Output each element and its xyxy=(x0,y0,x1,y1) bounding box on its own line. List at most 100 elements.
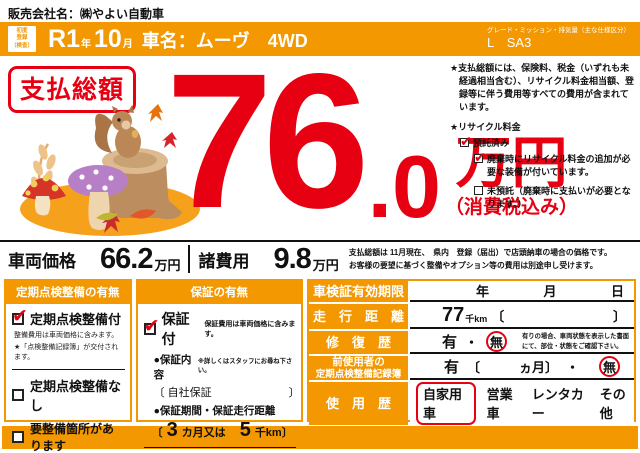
maintenance-without-label: 定期点検整備なし xyxy=(30,378,122,413)
reg-year: R1 xyxy=(48,24,80,53)
price-breakdown-row: 車両価格 66.2 万円 諸費用 9.8 万円 支払総額は 11月現在、 県内 … xyxy=(0,240,640,276)
warranty-months-unit: カ月又は xyxy=(181,427,226,439)
reg-month: 10 xyxy=(93,24,122,53)
maintenance-record-row: 前使用者の 定期点検整備記録簿 有 〔 ヵ月〕 ・ 無 xyxy=(308,356,634,380)
maintenance-with-label: 定期点検整備付 xyxy=(30,312,122,327)
amount-integer: 76 xyxy=(166,33,370,248)
deposited-checkbox-checked-icon xyxy=(460,131,472,152)
tax-included-note: （消費税込み） xyxy=(444,197,578,219)
deposited-label: 預託済み xyxy=(473,138,510,149)
maintenance-needs-label: 要整備箇所があります xyxy=(30,421,115,453)
price-conditions-note: 支払総額は 11月現在、 県内 登録（届出）で店頭納車の場合の価格です。 お客様… xyxy=(349,246,612,273)
total-payment-note: ★支払総額には、保険料、税金（いずれも未経過相当含む）、リサイクル料金相当額、登… xyxy=(450,63,635,113)
grade-value: L SA3 xyxy=(487,34,532,50)
fees-unit: 万円 xyxy=(312,257,339,273)
car-name: 車名：ムーヴ 4WD xyxy=(141,30,308,51)
repair-no-circled: 無 xyxy=(486,331,507,352)
spec-tables: 定期点検整備の有無 定期点検整備付 整備費用は車両価格に含みます。 ★「点検整備… xyxy=(0,276,640,453)
registration-date: R1 年 10 月 車名：ムーヴ 4WD xyxy=(48,25,308,54)
month-label: 月 xyxy=(543,284,557,299)
badge-line: 登録 xyxy=(16,35,28,42)
maintenance-table-title: 定期点検整備の有無 xyxy=(6,281,130,304)
record-yes-label: 有 xyxy=(443,359,459,377)
warranty-with-label: 保証付 xyxy=(161,311,190,347)
inspection-expiry-label: 車検証有効期限 xyxy=(308,281,408,302)
bracket-open: 〔 xyxy=(151,427,163,439)
inspection-expiry-row: 車検証有効期限 年 月 日 xyxy=(308,281,634,302)
warranty-km-unit: 千km〕 xyxy=(254,427,293,439)
price-note-line2: お客様の要望に基づく整備やオプション等の費用は別途申し受けます。 xyxy=(348,261,598,270)
usage-private-selected: 自家用車 xyxy=(415,381,476,425)
side-notes: ★支払総額には、保険料、税金（いずれも未経過相当含む）、リサイクル料金相当額、登… xyxy=(450,62,636,211)
maintenance-with-checkbox-checked-icon xyxy=(12,305,28,328)
fees-label: 諸費用 xyxy=(198,251,250,271)
autumn-squirrel-illustration xyxy=(20,104,200,236)
grade-block: グレード・ミッション・排気量（主な仕様区分） L SA3 xyxy=(487,27,630,51)
year-label: 年 xyxy=(475,284,489,299)
usage-history-row: 使 用 歴 自家用車 営業車 レンタカー その他 xyxy=(308,381,634,425)
repair-history-label: 修 復 歴 xyxy=(308,331,408,354)
total-amount: 76 .0 万円 （消費税込み） xyxy=(166,33,578,248)
total-payment-badge: 支払総額 xyxy=(8,66,137,113)
amount-decimal: .0 xyxy=(367,137,441,237)
day-label: 日 xyxy=(610,284,624,299)
record-no-circled: 無 xyxy=(599,356,621,378)
vertical-divider xyxy=(188,245,191,273)
divider xyxy=(12,368,125,370)
vehicle-price-unit: 万円 xyxy=(154,257,181,273)
mileage-unit: 千km xyxy=(465,314,488,324)
warranty-period-label: ●保証期間・保証走行距離 xyxy=(153,405,276,417)
reg-year-unit: 年 xyxy=(80,38,91,50)
divider xyxy=(143,447,296,448)
dealer-name: 販売会社名：㈱やよい自動車 xyxy=(8,7,165,21)
warranty-km-value: 5 xyxy=(239,419,251,441)
warranty-content-note: ※詳しくはスタッフにお尋ね下さい。 xyxy=(197,358,293,374)
recycle-add-label: 廃棄時にリサイクル料金の追加が必要な装備が付いています。 xyxy=(487,154,631,178)
maintenance-with-note1: 整備費用は車両価格に含みます。 xyxy=(14,332,119,339)
maintenance-without-checkbox-icon xyxy=(12,388,24,401)
recycle-add-checkbox-checked-icon xyxy=(474,147,486,168)
bottom-orange-strip xyxy=(2,426,638,449)
not-deposited-checkbox-icon xyxy=(474,186,483,196)
maintenance-table: 定期点検整備の有無 定期点検整備付 整備費用は車両価格に含みます。 ★「点検整備… xyxy=(4,279,132,453)
record-months-blank: 〔 ヵ月〕 xyxy=(466,360,558,376)
repair-yes-label: 有 xyxy=(441,334,457,351)
vehicle-price-label: 車両価格 xyxy=(8,251,76,271)
warranty-with-note: 保証費用は車両価格に含みます。 xyxy=(204,321,296,338)
maintenance-with-note2: ★「点検整備記録簿」が交付されます。 xyxy=(14,343,119,362)
warranty-with-checkbox-checked-icon xyxy=(143,315,159,338)
main-price-area: 支払総額 xyxy=(0,33,640,248)
warranty-table: 保証の有無 保証付 保証費用は車両価格に含みます。 ●保証内容 ※詳しくはスタッ… xyxy=(135,279,303,448)
dot-separator: ・ xyxy=(566,360,580,376)
warranty-content-value: 〔 自社保証 〕 xyxy=(153,387,300,399)
first-registration-badge: 初度 登録 （検査） xyxy=(8,26,37,52)
repair-note: 有りの場合、車両状態を表示した書面にて、部位・状態をご確認下さい。 xyxy=(522,333,630,350)
vehicle-price-value: 66.2 xyxy=(100,242,153,275)
reg-month-unit: 月 xyxy=(122,38,133,50)
grade-caption: グレード・ミッション・排気量（主な仕様区分） xyxy=(487,26,630,34)
bracket-close: 〕 xyxy=(612,309,626,324)
badge-line: （検査） xyxy=(11,42,34,49)
price-note-line1: 支払総額は 11月現在、 県内 登録（届出）で店頭納車の場合の価格です。 xyxy=(348,247,612,257)
bracket-open: 〔 xyxy=(491,309,505,324)
usage-commercial: 営業車 xyxy=(486,387,513,422)
usage-other: その他 xyxy=(599,387,626,422)
dot-separator: ・ xyxy=(464,335,478,350)
mileage-label: 走 行 距 離 xyxy=(308,304,408,329)
registration-banner: 初度 登録 （検査） R1 年 10 月 車名：ムーヴ 4WD グレード・ミッシ… xyxy=(0,22,640,56)
maintenance-needs-checkbox-icon xyxy=(12,430,24,443)
fees-value: 9.8 xyxy=(273,242,311,275)
usage-rental: レンタカー xyxy=(531,387,584,422)
not-deposited-label: 未預託（廃棄時に支払いが必要となります。） xyxy=(487,186,631,210)
record-label-line1: 前使用者の xyxy=(332,356,385,368)
usage-history-label: 使 用 歴 xyxy=(308,381,408,425)
recycle-fee-title: ★リサイクル料金 xyxy=(450,122,521,133)
warranty-content-label: ●保証内容 xyxy=(153,354,192,381)
warranty-table-title: 保証の有無 xyxy=(137,281,301,304)
warranty-months-value: 3 xyxy=(166,419,178,441)
vehicle-details-table: 車検証有効期限 年 月 日 走 行 距 離 77 千km 〔 〕 修 復 歴 xyxy=(306,279,636,425)
record-label-line2: 定期点検整備記録簿 xyxy=(315,368,402,380)
mileage-value: 77 xyxy=(441,304,465,326)
mileage-row: 走 行 距 離 77 千km 〔 〕 xyxy=(308,304,634,329)
